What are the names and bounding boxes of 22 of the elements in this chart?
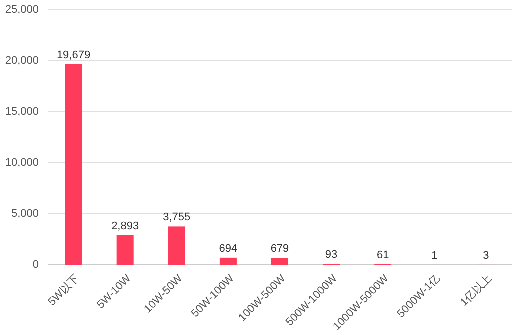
data-label: 1 bbox=[432, 250, 438, 262]
y-tick-label: 10,000 bbox=[5, 157, 39, 169]
data-label: 3 bbox=[483, 250, 490, 262]
x-tick-label: 1亿以上 bbox=[458, 272, 494, 309]
y-tick-label: 5,000 bbox=[11, 208, 39, 220]
y-tick-label: 20,000 bbox=[5, 55, 39, 67]
y-tick-label: 25,000 bbox=[5, 4, 39, 16]
data-label: 19,679 bbox=[56, 49, 91, 62]
y-tick-label: 0 bbox=[32, 259, 39, 271]
bar bbox=[116, 235, 134, 265]
data-label: 61 bbox=[376, 249, 390, 262]
data-label: 3,755 bbox=[163, 212, 191, 224]
data-label: 2,893 bbox=[112, 220, 140, 232]
bar bbox=[271, 258, 289, 265]
bar bbox=[168, 226, 186, 265]
bar bbox=[220, 258, 237, 265]
data-label: 694 bbox=[219, 242, 238, 255]
data-label: 93 bbox=[325, 249, 338, 262]
data-label: 679 bbox=[270, 243, 290, 256]
x-tick-label: 5W以下 bbox=[46, 272, 82, 308]
bar bbox=[65, 64, 82, 265]
y-tick-label: 15,000 bbox=[5, 106, 39, 118]
